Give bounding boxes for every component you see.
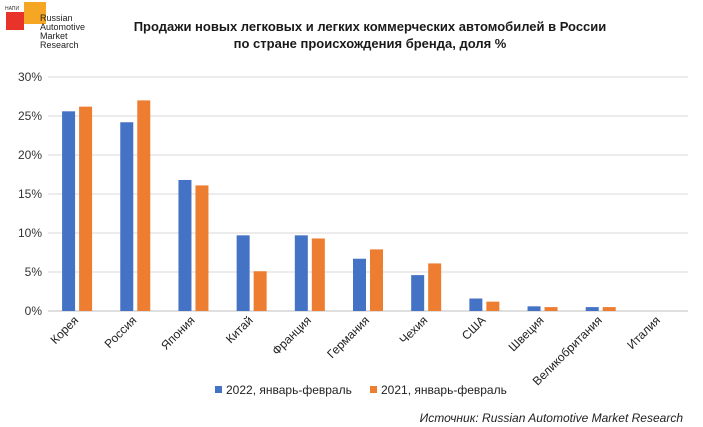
bar-series-2022 <box>120 122 134 312</box>
bar-series-2021 <box>544 307 558 311</box>
bar-series-2021 <box>428 263 442 311</box>
bar-series-2021 <box>486 301 500 311</box>
bar-series-2022 <box>411 275 425 311</box>
bar-series-2021 <box>79 106 93 311</box>
bar-series-2021 <box>195 185 209 311</box>
logo-text: Russian Automotive Market Research <box>40 14 85 50</box>
bar-series-2021 <box>602 307 616 311</box>
chart-title-line2: по стране происхождения бренда, доля % <box>233 36 507 51</box>
y-tick-label: 20% <box>18 148 42 162</box>
bar-series-2022 <box>236 235 250 311</box>
bar-series-2022 <box>178 179 192 311</box>
logo-line: Market <box>40 31 68 41</box>
bar-series-2022 <box>62 111 76 311</box>
logo-line: Automotive <box>40 22 86 32</box>
x-tick-label: Россия <box>102 313 140 351</box>
x-tick-label: Корея <box>48 313 82 347</box>
logo-line: Russian <box>40 13 73 23</box>
x-tick-label: Италия <box>624 313 663 352</box>
legend-label: 2022, январь-февраль <box>226 383 352 397</box>
bar-series-2022 <box>353 258 366 311</box>
y-tick-label: 15% <box>18 187 42 201</box>
chart-title-line1: Продажи новых легковых и легких коммерче… <box>133 19 607 34</box>
logo-orange-square <box>24 2 46 24</box>
x-tick-label: США <box>459 313 488 342</box>
x-tick-label: Франция <box>269 313 314 358</box>
legend-swatch <box>215 386 222 393</box>
bar-series-2021 <box>137 100 151 312</box>
logo-red-square <box>6 12 24 30</box>
bar-series-2022 <box>585 307 599 311</box>
bar-series-2021 <box>253 271 267 311</box>
bar-series-2022 <box>294 235 308 311</box>
legend-label: 2021, январь-февраль <box>381 383 507 397</box>
source-note: Источник: Russian Automotive Market Rese… <box>419 411 683 425</box>
bar-series-2022 <box>527 306 541 311</box>
y-tick-label: 25% <box>18 109 42 123</box>
y-tick-label: 5% <box>25 265 43 279</box>
bar-series-2022 <box>469 298 483 311</box>
legend-swatch <box>370 386 377 393</box>
bar-series-2021 <box>311 238 325 311</box>
logo-small-text: НАПИ <box>5 6 20 12</box>
x-tick-label: Япония <box>158 313 197 352</box>
y-tick-label: 10% <box>18 226 42 240</box>
x-tick-label: Германия <box>324 313 372 361</box>
x-tick-label: Китай <box>223 313 256 346</box>
chart-title: Продажи новых легковых и легких коммерче… <box>90 18 650 52</box>
x-tick-label: Швеция <box>506 313 547 354</box>
bar-series-2021 <box>370 249 383 311</box>
logo: НАПИ Russian Automotive Market Research <box>4 2 85 58</box>
logo-line: Research <box>40 40 79 50</box>
y-tick-label: 0% <box>25 304 43 318</box>
y-tick-label: 30% <box>18 70 42 84</box>
x-tick-label: Чехия <box>397 313 431 347</box>
